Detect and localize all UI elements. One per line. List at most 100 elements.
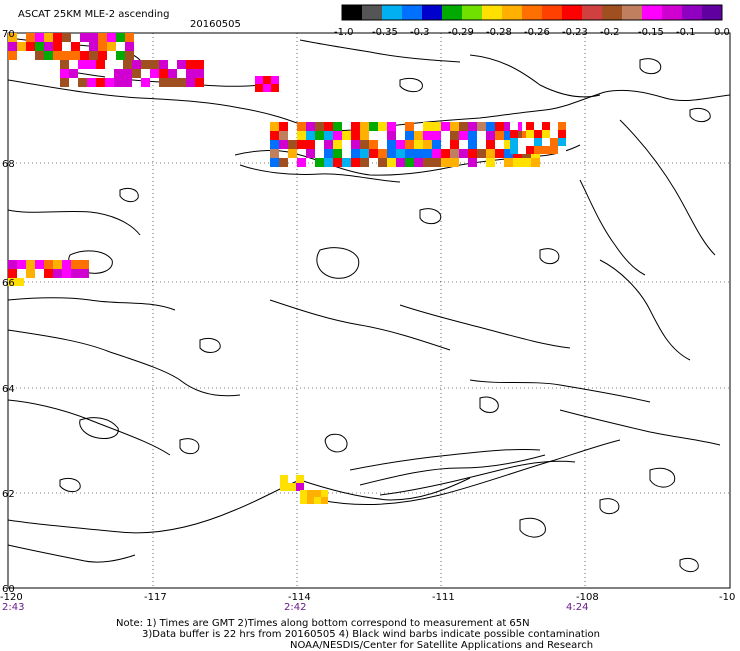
colorbar-swatch (342, 5, 363, 20)
data-pixel (360, 149, 369, 158)
data-pixel (279, 140, 288, 149)
colorbar-label: -0.2 (600, 27, 620, 38)
data-pixel (495, 149, 504, 158)
data-pixel (35, 51, 44, 60)
lon-label-117: -117 (144, 592, 167, 603)
data-pixel (321, 497, 328, 504)
data-pixel (300, 497, 307, 504)
data-pixel (468, 149, 477, 158)
data-pixel (96, 60, 105, 69)
data-pixel (263, 76, 271, 84)
data-pixel (333, 158, 342, 167)
data-pixel (423, 140, 432, 149)
data-pixel (16, 278, 24, 286)
data-pixel (114, 78, 123, 87)
data-pixel (288, 483, 296, 491)
data-pixel (89, 42, 98, 51)
data-pixel (60, 69, 69, 78)
data-pixel (324, 140, 333, 149)
data-pixel (87, 60, 96, 69)
data-pixel (26, 33, 35, 42)
data-pixel (107, 42, 116, 51)
data-pixel (53, 269, 62, 278)
data-pixel (270, 149, 279, 158)
data-pixel (141, 78, 150, 87)
data-pixel (450, 131, 459, 140)
data-pixel (378, 158, 387, 167)
data-pixel (558, 122, 566, 130)
data-pixel (62, 269, 71, 278)
data-pixel (522, 158, 531, 167)
data-pixel (270, 158, 279, 167)
data-pixel (307, 490, 314, 497)
data-pixel (280, 475, 288, 483)
data-pixel (405, 149, 414, 158)
data-pixel (123, 78, 132, 87)
data-pixel (432, 158, 441, 167)
data-pixel (369, 131, 378, 140)
data-pixel (116, 51, 125, 60)
lat-label-64: 64 (2, 384, 15, 395)
data-pixel (297, 122, 306, 131)
data-pixel (526, 130, 534, 138)
data-pixel (53, 42, 62, 51)
data-pixel (270, 140, 279, 149)
data-pixel (89, 51, 98, 60)
data-pixel (195, 60, 204, 69)
data-pixel (271, 84, 279, 92)
data-pixel (441, 122, 450, 131)
colorbar-label: -0.15 (638, 27, 664, 38)
data-pixel (486, 122, 495, 131)
data-pixel (125, 33, 134, 42)
colorbar-frame (341, 4, 723, 21)
data-pixel (116, 33, 125, 42)
data-pixel (423, 122, 432, 131)
data-pixel (558, 138, 566, 146)
data-pixel (518, 138, 526, 146)
data-pixel (141, 60, 150, 69)
colorbar-swatch (382, 5, 403, 20)
data-pixel (414, 149, 423, 158)
data-pixel (534, 138, 542, 146)
data-pixel (297, 140, 306, 149)
data-pixel (168, 60, 177, 69)
data-pixel (378, 131, 387, 140)
data-pixel (80, 260, 89, 269)
data-pixel (96, 78, 105, 87)
data-pixel (369, 149, 378, 158)
colorbar-label: -0.23 (562, 27, 588, 38)
data-pixel (69, 69, 78, 78)
data-pixel (396, 140, 405, 149)
data-pixel (486, 140, 495, 149)
data-pixel (468, 140, 477, 149)
note-line-1: Note: 1) Times are GMT 2)Times along bot… (116, 618, 530, 629)
data-pixel (360, 158, 369, 167)
colorbar (341, 4, 723, 21)
data-pixel (78, 78, 87, 87)
data-pixel (333, 140, 342, 149)
data-pixel (35, 33, 44, 42)
data-pixel (468, 122, 477, 131)
data-pixel (486, 131, 495, 140)
data-pixel (255, 84, 263, 92)
data-pixel (306, 131, 315, 140)
data-pixel (26, 269, 35, 278)
data-pixel (8, 33, 17, 42)
colorbar-swatch (662, 5, 683, 20)
data-pixel (423, 131, 432, 140)
colorbar-labels: -1.0 -0.35 -0.3 -0.29 -0.28 -0.26 -0.23 -0.2 -0.… (334, 27, 730, 38)
time-label-middle: 2:42 (284, 602, 306, 613)
data-pixel (98, 33, 107, 42)
data-pixel (306, 122, 315, 131)
colorbar-swatch (702, 5, 723, 20)
data-pixel (71, 42, 80, 51)
data-pixel (324, 158, 333, 167)
data-pixel (459, 131, 468, 140)
data-pixel (78, 60, 87, 69)
data-pixel (558, 130, 566, 138)
data-pixel (477, 149, 486, 158)
data-pixel (495, 131, 504, 140)
data-pixel (414, 131, 423, 140)
data-pixel (450, 149, 459, 158)
plot-frame (7, 32, 731, 589)
